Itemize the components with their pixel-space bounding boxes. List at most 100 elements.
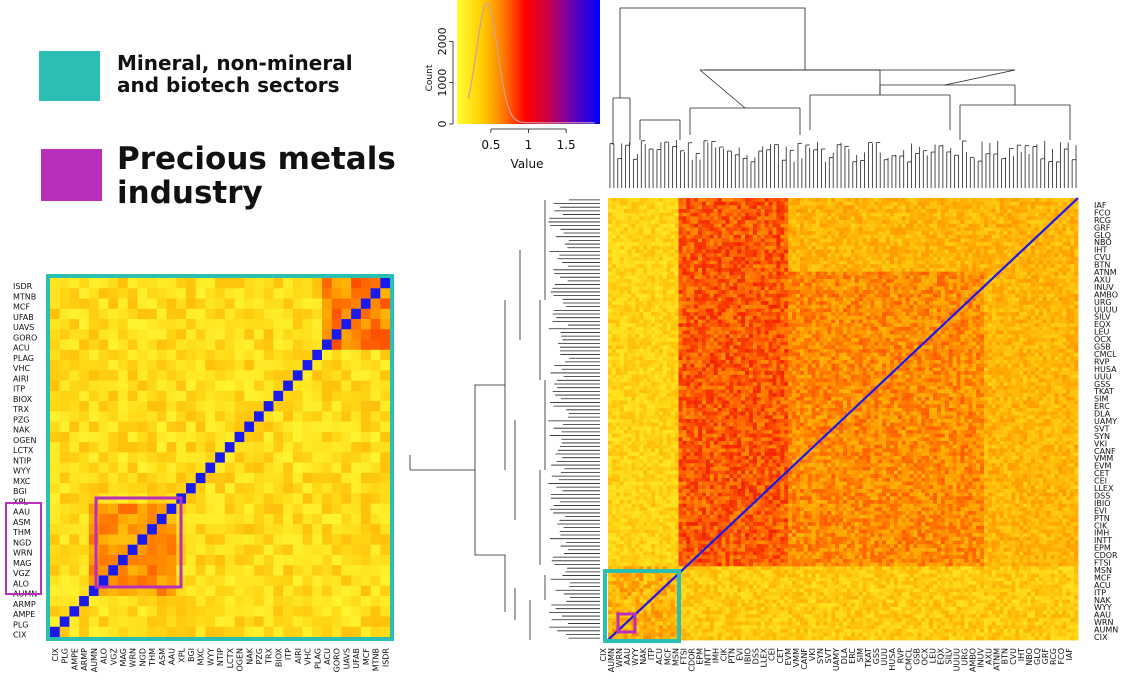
main-heatmap-cell [929,323,933,327]
main-heatmap-cell [1070,224,1074,228]
main-heatmap-cell [1015,227,1019,231]
main-heatmap-cell [1019,209,1023,213]
main-heatmap-cell [917,327,921,331]
main-heatmap-cell [941,205,945,209]
main-heatmap-cell [1062,202,1066,206]
main-heatmap-cell [890,198,894,202]
main-heatmap-cell [988,301,992,305]
main-heatmap-cell [847,213,851,217]
main-heatmap-cell [1008,268,1012,272]
main-heatmap-cell [886,209,890,213]
main-heatmap-cell [753,264,757,268]
main-heatmap-cell [820,246,824,250]
main-heatmap-cell [663,209,667,213]
main-heatmap-cell [886,202,890,206]
main-heatmap-cell [839,198,843,202]
main-heatmap-cell [972,334,976,338]
main-heatmap-cell [682,275,686,279]
main-heatmap-cell [816,205,820,209]
main-heatmap-cell [1047,231,1051,235]
main-heatmap-cell [792,327,796,331]
main-heatmap-cell [984,213,988,217]
main-heatmap-cell [964,290,968,294]
main-heatmap-cell [886,334,890,338]
main-heatmap-cell [984,309,988,313]
main-heatmap-cell [632,257,636,261]
main-heatmap-cell [659,279,663,283]
main-heatmap-cell [914,209,918,213]
main-heatmap-cell [968,286,972,290]
main-heatmap-cell [776,253,780,257]
main-heatmap-cell [812,246,816,250]
main-heatmap-cell [988,338,992,342]
main-heatmap-cell [753,220,757,224]
main-heatmap-cell [941,305,945,309]
main-heatmap-cell [753,301,757,305]
main-heatmap-cell [647,297,651,301]
main-heatmap-cell [820,198,824,202]
main-heatmap-cell [698,275,702,279]
main-heatmap-cell [745,257,749,261]
main-heatmap-cell [796,338,800,342]
main-heatmap-cell [1031,294,1035,298]
main-heatmap-cell [914,220,918,224]
main-heatmap-cell [831,268,835,272]
main-heatmap-cell [788,345,792,349]
main-heatmap-cell [1055,279,1059,283]
main-heatmap-cell [859,268,863,272]
main-heatmap-cell [737,246,741,250]
main-heatmap-cell [714,283,718,287]
main-heatmap-cell [910,202,914,206]
main-heatmap-cell [859,213,863,217]
main-heatmap-cell [765,253,769,257]
main-heatmap-cell [643,323,647,327]
main-heatmap-cell [933,342,937,346]
main-heatmap-cell [1000,239,1004,243]
main-heatmap-cell [980,309,984,313]
main-heatmap-cell [679,297,683,301]
main-heatmap-cell [753,272,757,276]
main-heatmap-cell [647,246,651,250]
main-heatmap-cell [686,213,690,217]
main-heatmap-cell [890,202,894,206]
main-heatmap-cell [718,320,722,324]
main-heatmap-cell [718,261,722,265]
main-heatmap-cell [745,349,749,353]
main-heatmap-cell [855,323,859,327]
main-heatmap-cell [812,342,816,346]
main-heatmap-cell [1004,205,1008,209]
main-heatmap-cell [1051,227,1055,231]
main-heatmap-cell [992,261,996,265]
main-heatmap-cell [1015,220,1019,224]
main-heatmap-cell [780,213,784,217]
main-heatmap-cell [839,309,843,313]
main-heatmap-cell [968,327,972,331]
main-heatmap-cell [933,301,937,305]
main-heatmap-cell [957,246,961,250]
main-heatmap-cell [745,342,749,346]
main-heatmap-cell [1058,250,1062,254]
main-heatmap-cell [761,290,765,294]
main-heatmap-cell [937,202,941,206]
main-heatmap-cell [1066,338,1070,342]
main-heatmap-cell [906,305,910,309]
main-heatmap-cell [843,198,847,202]
main-heatmap-cell [886,213,890,217]
main-heatmap-cell [655,224,659,228]
main-heatmap-cell [702,349,706,353]
main-heatmap-cell [796,213,800,217]
main-heatmap-cell [616,275,620,279]
main-heatmap-cell [675,264,679,268]
main-heatmap-cell [741,272,745,276]
main-heatmap-cell [1058,342,1062,346]
main-heatmap-cell [620,301,624,305]
main-heatmap-cell [910,323,914,327]
main-heatmap-cell [984,239,988,243]
main-heatmap-cell [792,213,796,217]
main-heatmap-cell [921,264,925,268]
main-heatmap-cell [890,320,894,324]
main-heatmap-cell [878,316,882,320]
main-heatmap-cell [745,268,749,272]
main-heatmap-cell [933,305,937,309]
main-heatmap-cell [1043,268,1047,272]
